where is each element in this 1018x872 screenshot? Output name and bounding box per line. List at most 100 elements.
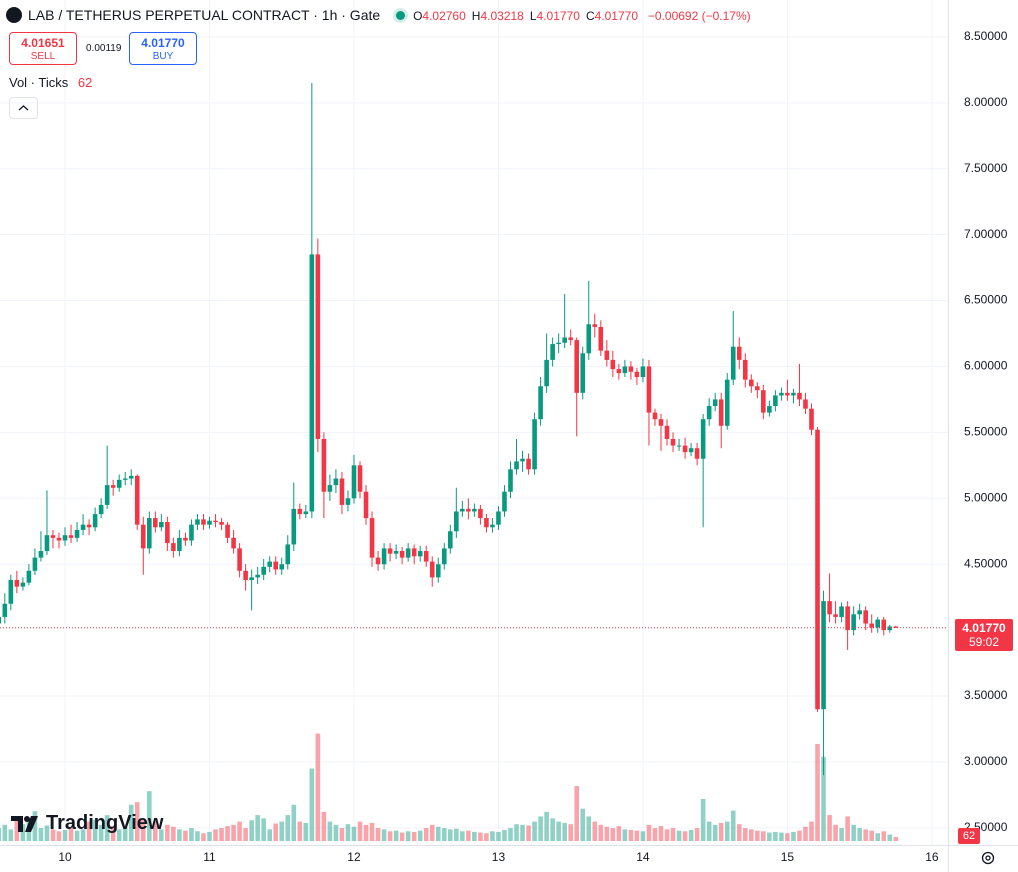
- collapse-button[interactable]: [9, 97, 38, 119]
- change: −0.00692 (−0.17%): [647, 9, 751, 23]
- volume-bar: [201, 833, 206, 841]
- volume-value: 62: [77, 75, 93, 90]
- candle-body: [80, 524, 86, 530]
- volume-bar: [526, 825, 531, 841]
- volume-bar: [375, 828, 381, 841]
- candle-body: [508, 469, 513, 492]
- volume-bar: [520, 824, 525, 841]
- candle-body: [261, 566, 266, 575]
- ohlc-key: H: [471, 9, 481, 23]
- candle-body: [544, 359, 549, 387]
- volume-bar: [466, 830, 471, 841]
- candle-body: [749, 379, 754, 387]
- candle-body: [104, 485, 110, 505]
- candle-body: [195, 519, 200, 525]
- volume-bar: [309, 768, 315, 841]
- candle-body: [339, 478, 345, 505]
- volume-bar: [423, 828, 429, 841]
- volume-bar: [128, 804, 134, 841]
- volume-bar: [718, 822, 724, 841]
- volume-bar: [363, 824, 369, 841]
- volume-bar: [339, 828, 345, 841]
- candle-body: [351, 465, 357, 499]
- candle-body: [466, 508, 471, 512]
- volume-bar: [195, 831, 200, 841]
- candle-body: [128, 475, 134, 479]
- candle-body: [183, 537, 188, 541]
- volume-bar: [279, 821, 285, 841]
- x-tick-label: 14: [636, 850, 650, 864]
- candle-body: [622, 366, 628, 374]
- ohlc-value: 4.01770: [536, 9, 580, 23]
- buy-price: 4.01770: [141, 36, 185, 50]
- volume-bar: [863, 829, 868, 841]
- volume-bar: [634, 830, 640, 841]
- volume-bar: [62, 830, 68, 841]
- ohlc-key: C: [585, 9, 595, 23]
- volume-layer: [0, 733, 899, 841]
- candle-body: [532, 419, 537, 470]
- candle-body: [556, 342, 561, 345]
- volume-bar: [393, 830, 399, 841]
- volume-label[interactable]: Vol · Ticks: [9, 75, 69, 90]
- volume-bar: [749, 829, 754, 841]
- volume-bar: [628, 830, 634, 841]
- candle-body: [520, 458, 525, 462]
- volume-bar: [610, 828, 616, 841]
- volume-bar: [243, 828, 248, 841]
- y-tick-label: 3.00000: [964, 754, 1008, 768]
- volume-bar: [508, 828, 513, 841]
- volume-bar: [122, 827, 128, 841]
- volume-bar: [676, 830, 682, 841]
- candle-body: [490, 524, 495, 528]
- candle-body: [153, 518, 158, 528]
- volume-bar: [255, 815, 260, 841]
- volume-legend: Vol · Ticks 62: [9, 75, 92, 90]
- sell-button[interactable]: 4.01651 SELL: [9, 32, 77, 65]
- volume-bar: [14, 818, 20, 841]
- candle-body: [845, 606, 850, 631]
- candle-body: [165, 522, 170, 544]
- volume-bar: [417, 830, 423, 841]
- candle-body: [14, 580, 20, 587]
- candle-body: [231, 537, 236, 549]
- y-tick-label: 7.50000: [964, 161, 1008, 175]
- symbol-title[interactable]: LAB / TETHERUS PERPETUAL CONTRACT · 1h ·…: [28, 7, 381, 23]
- volume-bar: [730, 810, 736, 841]
- candle-body: [387, 548, 393, 554]
- volume-bar: [514, 824, 519, 841]
- candle-body: [243, 570, 248, 581]
- buy-button[interactable]: 4.01770 BUY: [129, 32, 197, 65]
- candle-body: [68, 535, 74, 538]
- volume-bar: [658, 826, 664, 841]
- volume-bar: [134, 802, 140, 841]
- volume-bar: [267, 829, 272, 841]
- volume-bar: [839, 828, 844, 841]
- volume-bar: [237, 821, 242, 841]
- volume-bar: [688, 830, 694, 841]
- volume-bar: [213, 829, 218, 841]
- volume-bar: [869, 830, 874, 841]
- volume-bar: [225, 826, 230, 841]
- candle-body: [159, 522, 164, 528]
- y-tick-label: 8.00000: [964, 95, 1008, 109]
- volume-bar: [598, 824, 604, 841]
- volume-bar: [712, 824, 718, 841]
- candle-body: [809, 408, 814, 430]
- candle-body: [435, 564, 441, 578]
- candle-body: [688, 448, 694, 453]
- candle-body: [634, 371, 640, 378]
- candle-body: [815, 429, 820, 710]
- candle-body: [309, 254, 315, 512]
- settings-button[interactable]: [979, 849, 997, 867]
- candle-body: [592, 324, 598, 327]
- candle-body: [598, 326, 604, 351]
- candle-body: [116, 479, 122, 488]
- candle-body: [712, 399, 718, 407]
- y-tick-label: 3.50000: [964, 688, 1008, 702]
- candle-body: [833, 614, 838, 617]
- volume-bar: [604, 826, 610, 841]
- candle-body: [140, 524, 146, 549]
- candle-body: [604, 350, 610, 360]
- candle-body: [2, 603, 8, 617]
